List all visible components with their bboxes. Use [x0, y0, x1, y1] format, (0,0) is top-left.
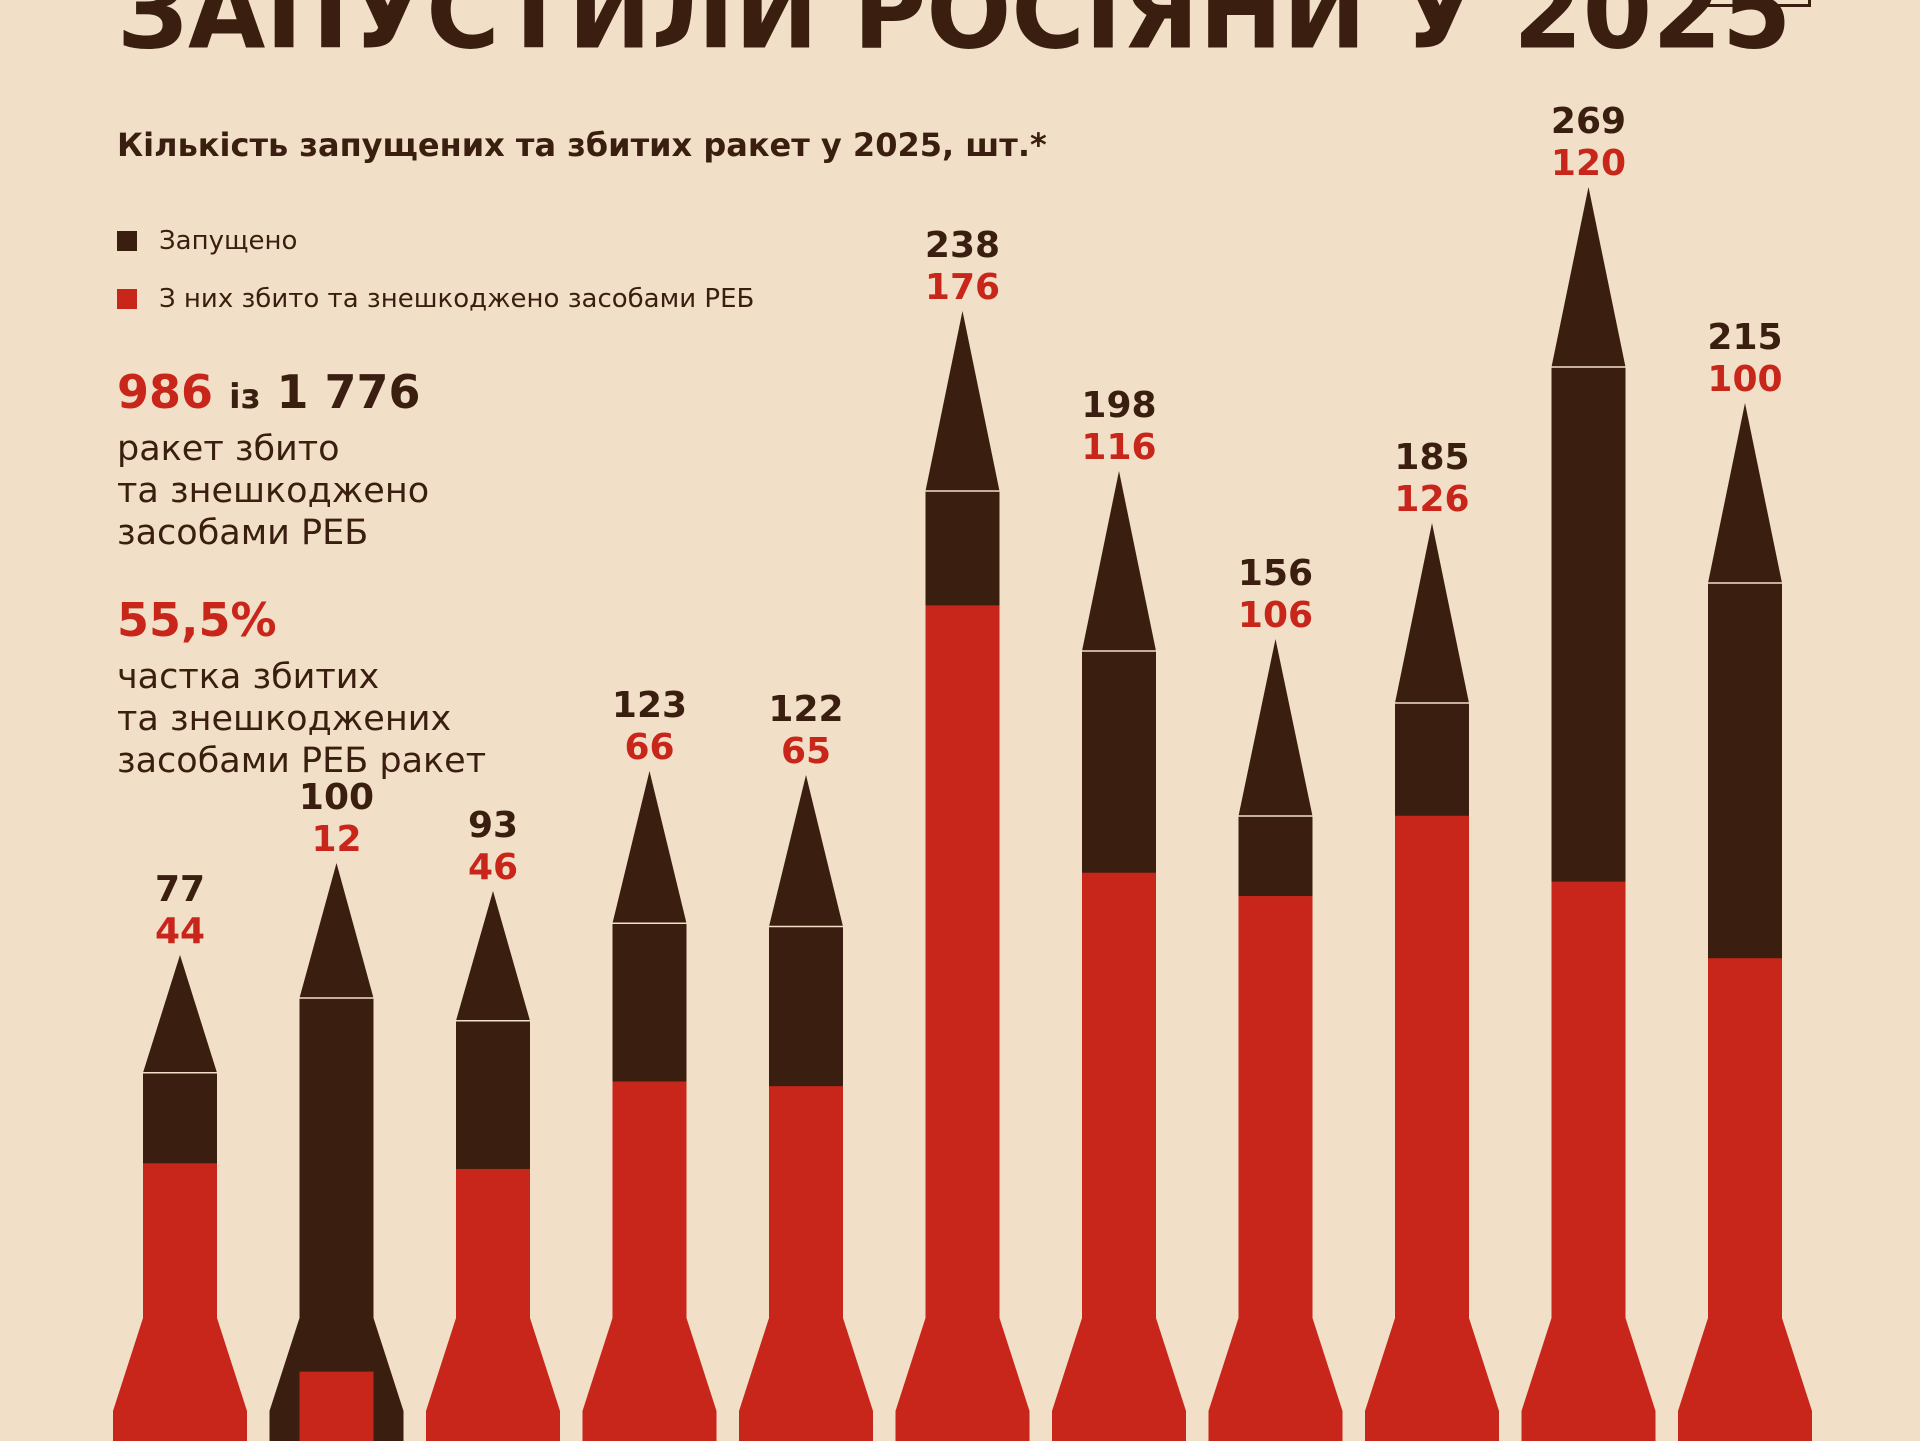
label-launched: 215 — [1707, 317, 1782, 358]
rocket-fin-right — [999, 1318, 1030, 1441]
rocket-nose — [925, 311, 1000, 491]
stat-launched-number: 1 776 — [276, 365, 421, 419]
label-intercepted: 44 — [155, 911, 205, 952]
rocket-body-intercepted — [1395, 815, 1469, 1441]
label-intercepted: 12 — [311, 819, 361, 860]
rocket-body-intercepted — [1238, 896, 1313, 1441]
rocket-body-intercepted — [299, 1371, 374, 1441]
rocket-fin-left — [426, 1318, 456, 1441]
rocket-body-intercepted — [1082, 872, 1156, 1441]
chart-subtitle: Кількість запущених та збитих ракет у 20… — [117, 126, 1047, 164]
label-intercepted: 100 — [1707, 359, 1782, 400]
rocket-fin-left — [1365, 1318, 1395, 1441]
label-intercepted: 120 — [1551, 143, 1626, 184]
stat-intercepted-number: 986 — [117, 365, 214, 419]
rocket-nose — [143, 955, 217, 1073]
rocket-fin-left — [1521, 1318, 1552, 1441]
label-intercepted: 65 — [781, 731, 831, 772]
label-launched: 93 — [468, 805, 518, 846]
rocket-fin-left — [113, 1318, 143, 1441]
legend-swatch-launched — [117, 231, 137, 251]
rocket-nose — [1238, 639, 1313, 816]
rocket-body-intercepted — [925, 605, 1000, 1441]
rocket-body-intercepted — [1708, 958, 1782, 1441]
rocket-fin-left — [1208, 1318, 1239, 1441]
stat-percent: 55,5% — [117, 593, 277, 647]
rocket-fin-left — [1678, 1318, 1708, 1441]
stat-desc-line: засобами РЕБ — [117, 513, 369, 553]
rocket-fin-right — [843, 1318, 873, 1441]
stat-connector: із — [229, 377, 261, 417]
rocket-nose — [1082, 471, 1156, 651]
label-launched: 198 — [1081, 385, 1156, 426]
legend-label-intercepted: З них збито та знешкоджено засобами РЕБ — [159, 284, 755, 314]
label-launched: 238 — [925, 225, 1000, 266]
rocket-fin-left — [269, 1318, 300, 1441]
label-intercepted: 126 — [1394, 479, 1469, 520]
rocket-fin-right — [1782, 1318, 1812, 1441]
rocket-fin-left — [582, 1318, 613, 1441]
rocket-body-intercepted — [143, 1163, 217, 1441]
rocket-body-intercepted — [612, 1081, 687, 1441]
rocket-nose — [299, 863, 374, 998]
rocket-nose — [1395, 523, 1469, 703]
legend: Запущено З них збито та знешкоджено засо… — [117, 226, 754, 342]
rocket-fin-right — [686, 1318, 717, 1441]
rocket-nose — [1708, 403, 1782, 583]
label-intercepted: 66 — [624, 727, 674, 768]
stat-percent-block: 55,5% — [117, 594, 277, 646]
stat-total-block: 986 із 1 776 — [117, 366, 421, 423]
legend-label-launched: Запущено — [159, 226, 298, 256]
stat-desc-line: та знешкоджено — [117, 471, 430, 511]
legend-item-intercepted: З них збито та знешкоджено засобами РЕБ — [117, 284, 754, 314]
label-launched: 156 — [1238, 553, 1313, 594]
rocket-fin-right — [1469, 1318, 1499, 1441]
rocket-nose — [456, 891, 530, 1021]
legend-item-launched: Запущено — [117, 226, 754, 256]
label-launched: 77 — [155, 869, 205, 910]
rocket-body-intercepted — [456, 1168, 530, 1441]
rocket-nose — [1551, 187, 1626, 367]
label-launched: 123 — [612, 685, 687, 726]
rocket-fin-right — [217, 1318, 247, 1441]
rocket-nose — [612, 771, 687, 924]
rocket-fin-right — [1156, 1318, 1186, 1441]
legend-swatch-intercepted — [117, 289, 137, 309]
rocket-fin-left — [895, 1318, 926, 1441]
label-launched: 185 — [1394, 437, 1469, 478]
stat-desc-line: засобами РЕБ ракет — [117, 741, 487, 781]
rocket-fin-right — [373, 1318, 404, 1441]
stat-total-line: 986 із 1 776 — [117, 366, 421, 423]
rocket-body-intercepted — [1551, 881, 1626, 1441]
stat-percent-description: частка збитих та знешкоджених засобами Р… — [117, 656, 486, 782]
rocket-nose — [769, 775, 843, 927]
label-launched: 122 — [768, 689, 843, 730]
stat-desc-line: ракет збито — [117, 429, 340, 469]
rocket-fin-right — [1625, 1318, 1656, 1441]
rocket-fin-right — [530, 1318, 560, 1441]
headline: ЗАПУСТИЛИ РОСІЯНИ У 2025 — [117, 0, 1792, 73]
stat-desc-line: та знешкоджених — [117, 699, 452, 739]
stat-desc-line: частка збитих — [117, 657, 380, 697]
corner-decoration — [1707, 0, 1811, 7]
label-launched: 269 — [1551, 101, 1626, 142]
rocket-body-launched — [299, 998, 374, 1441]
label-intercepted: 176 — [925, 267, 1000, 308]
stat-total-description: ракет збито та знешкоджено засобами РЕБ — [117, 428, 429, 554]
rocket-body-intercepted — [769, 1086, 843, 1441]
rocket-fin-left — [739, 1318, 769, 1441]
label-intercepted: 106 — [1238, 595, 1313, 636]
label-intercepted: 116 — [1081, 427, 1156, 468]
label-launched: 100 — [299, 777, 374, 818]
rocket-fin-left — [1052, 1318, 1082, 1441]
rocket-fin-right — [1312, 1318, 1343, 1441]
label-intercepted: 46 — [468, 847, 518, 888]
